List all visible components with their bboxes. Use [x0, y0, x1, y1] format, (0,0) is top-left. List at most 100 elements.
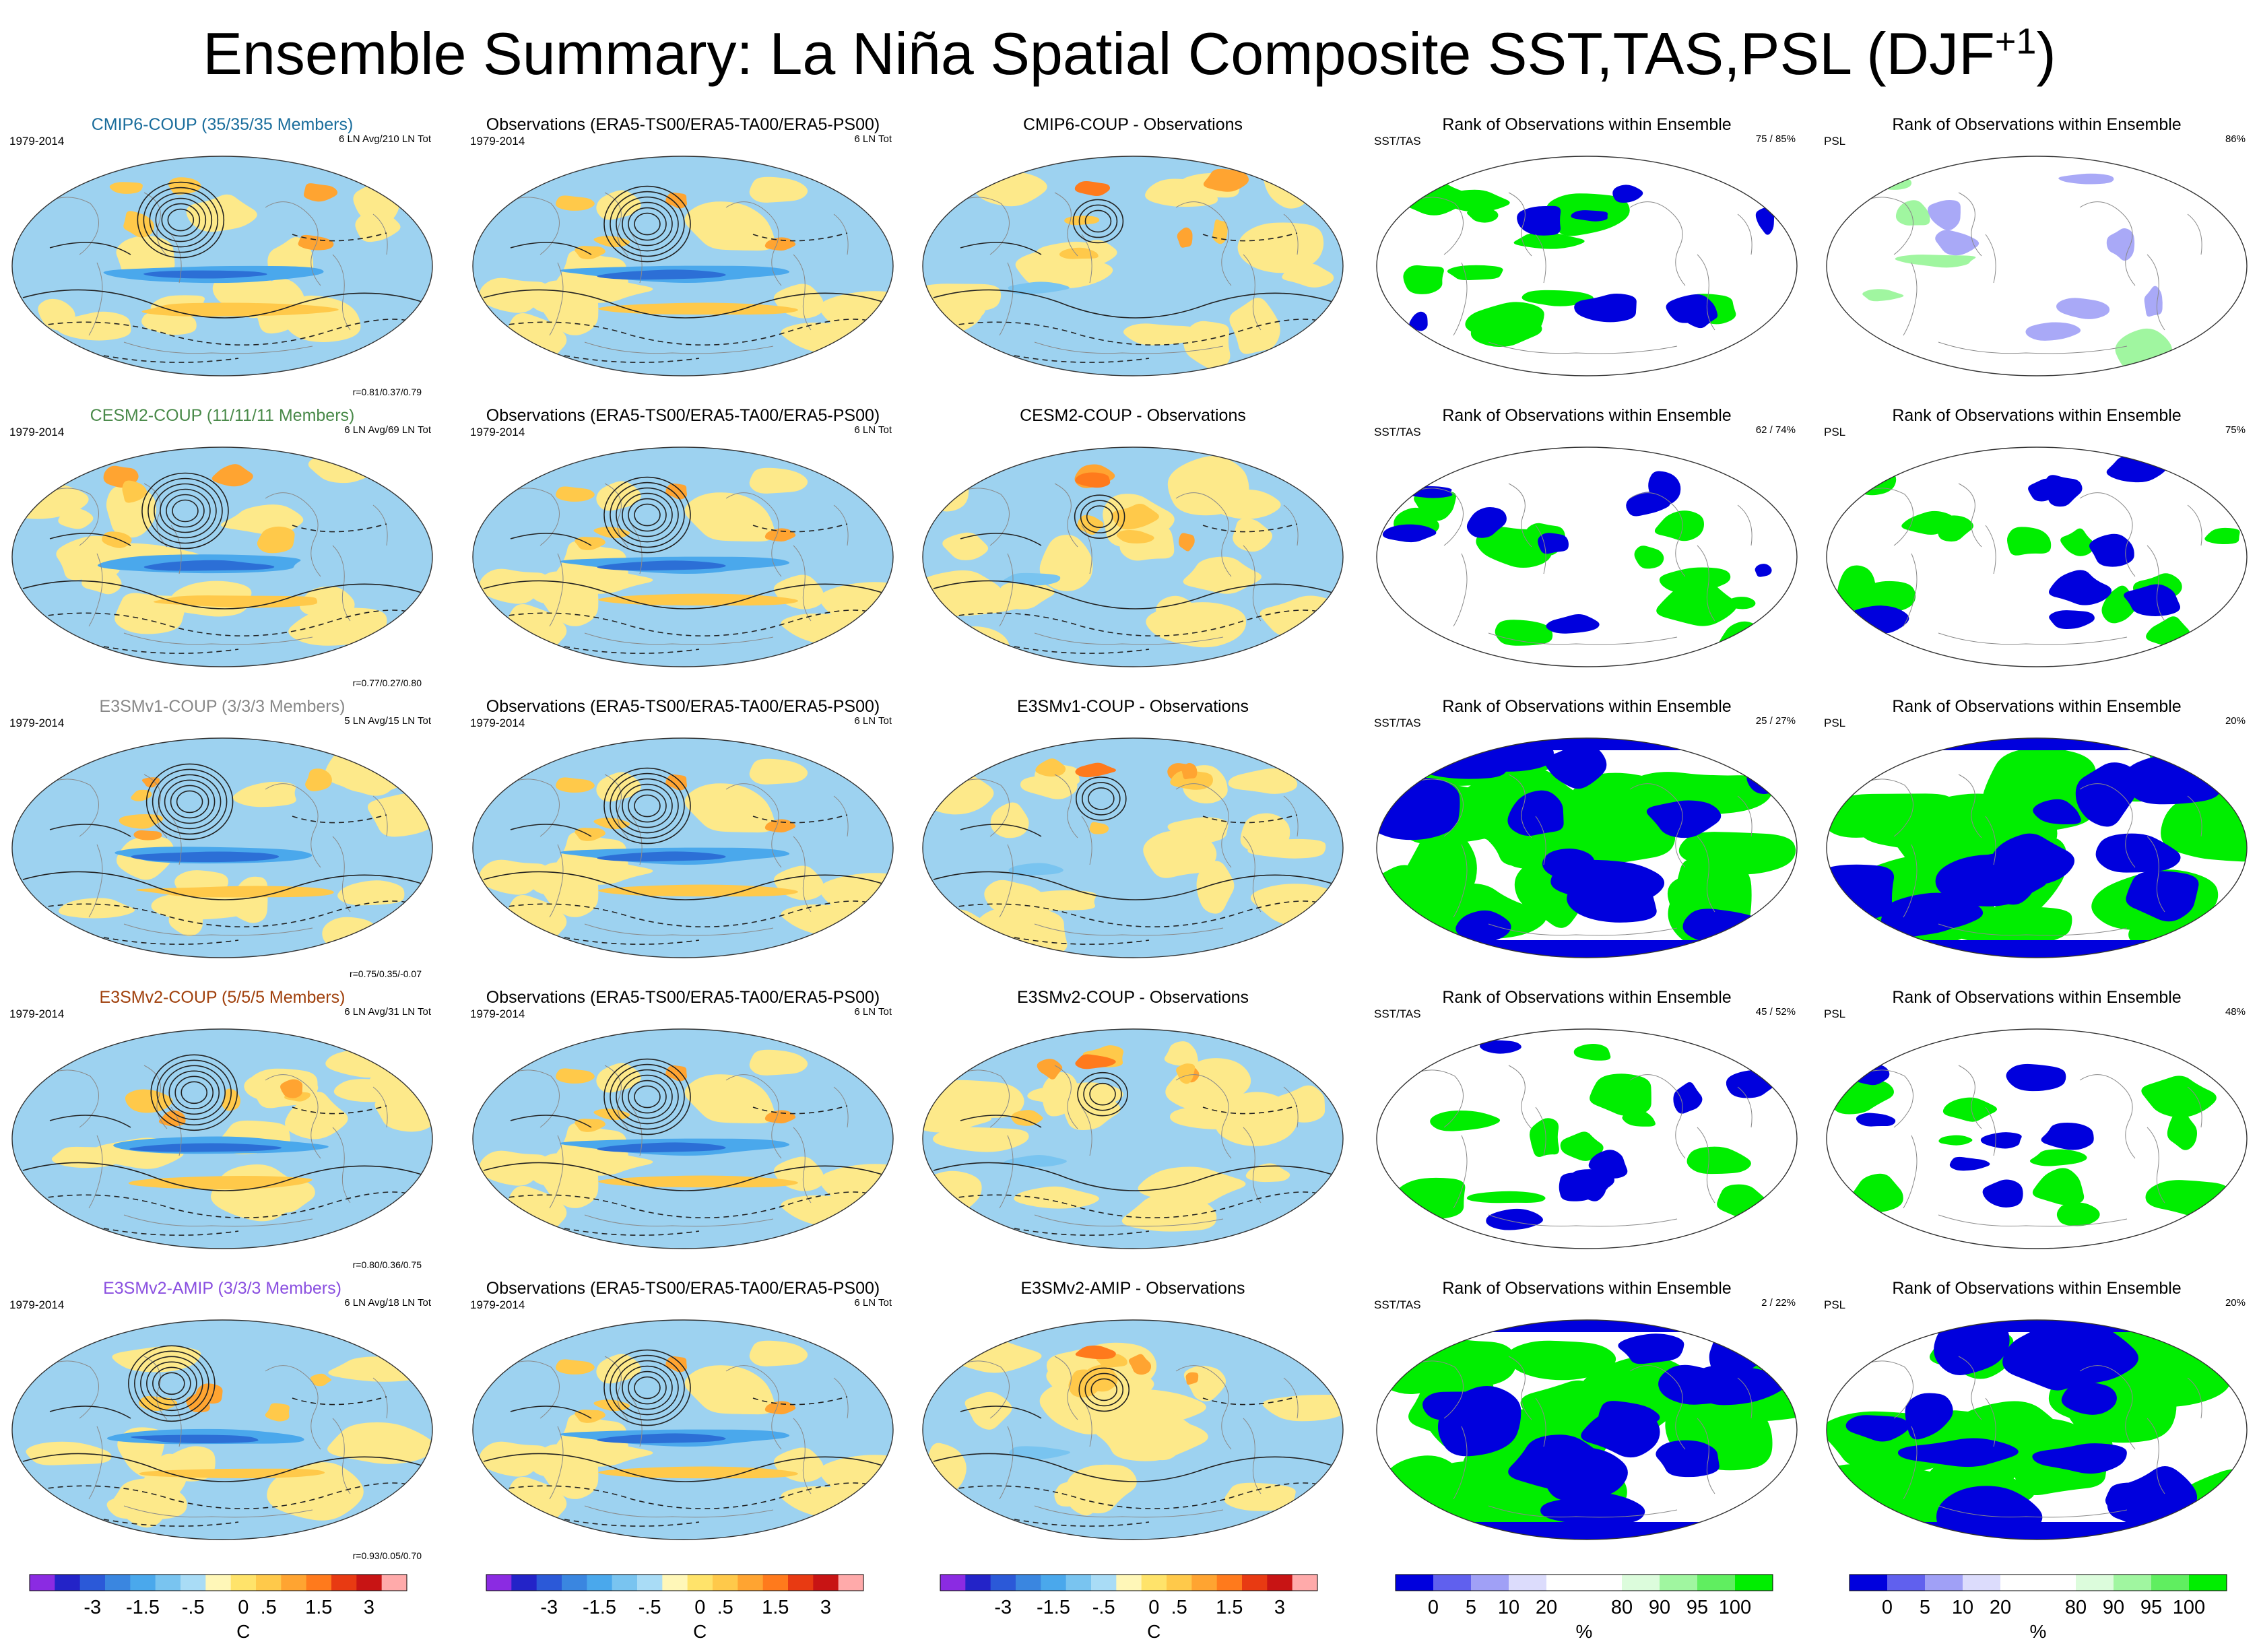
rank-low-region: [1856, 1113, 1896, 1127]
psl-contour: [154, 483, 217, 539]
map-field: [1377, 447, 1797, 667]
correlation-label: r=0.93/0.05/0.70: [352, 1550, 422, 1561]
rank-map: [1374, 1026, 1800, 1251]
coastline: [631, 816, 643, 865]
colorbar-swatch: [181, 1575, 206, 1591]
warm-anomaly: [374, 1092, 432, 1132]
coastline: [332, 836, 351, 913]
coastline: [2147, 1127, 2165, 1203]
colorbar-swatch: [1396, 1575, 1434, 1591]
rank-high-region: [1560, 1131, 1604, 1161]
coastline: [143, 1356, 168, 1420]
psl-contour: [148, 477, 223, 544]
rank-high-region: [2178, 1038, 2247, 1059]
colorbar-tick-label: -1.5: [583, 1597, 616, 1618]
psl-contour: [603, 476, 691, 554]
rank-low-region: [1455, 910, 1511, 942]
period-label: 1979-2014: [9, 1007, 65, 1020]
coastline: [265, 783, 321, 868]
warm-anomaly: [1181, 763, 1198, 780]
warm-anomaly: [749, 1049, 808, 1076]
coastline: [1034, 341, 1224, 354]
warm-anomaly: [222, 1088, 241, 1111]
coastline: [1453, 1135, 1468, 1209]
count-label: 6 LN Avg/69 LN Tot: [344, 424, 431, 436]
colorbar-tick-label: -.5: [639, 1597, 661, 1618]
psl-contour: [483, 580, 883, 609]
warm-anomaly: [141, 302, 339, 317]
psl-contour: [933, 580, 1333, 609]
psl-contour: [940, 900, 1325, 928]
rank-high-region: [1573, 810, 1676, 864]
colorbar-tick-label: 0: [1148, 1597, 1159, 1618]
coastline: [1697, 1418, 1715, 1494]
warm-anomaly: [106, 485, 157, 538]
rank-high-region: [1530, 1118, 1559, 1157]
warm-anomaly: [554, 568, 653, 594]
coastline: [1414, 1069, 1464, 1128]
rank-low-region: [2033, 799, 2081, 824]
coastline: [1985, 1106, 1996, 1156]
rank-low-region: [1646, 800, 1722, 838]
map-field: [473, 156, 893, 376]
colorbar-frame: [486, 1574, 864, 1591]
panel-title: Rank of Observations within Ensemble: [1892, 988, 2182, 1007]
warm-anomaly: [56, 535, 122, 581]
count-label: 5 LN Avg/15 LN Tot: [344, 715, 431, 727]
warm-anomaly: [598, 884, 798, 897]
coastline: [510, 197, 560, 255]
sst-anomaly-map: [9, 1026, 435, 1251]
psl-contour: [960, 242, 1042, 255]
title-end: ): [2036, 20, 2056, 87]
rank-high-region: [1678, 832, 1796, 875]
colorbar-swatch: [1167, 1575, 1192, 1591]
warm-anomaly: [1143, 830, 1217, 878]
rank-psl-panel: Rank of Observations within Ensemble PSL…: [1814, 114, 2259, 397]
psl-contour: [940, 609, 1325, 637]
coastline: [332, 545, 351, 622]
warm-anomaly: [1233, 518, 1273, 552]
colorbar-swatch: [1735, 1575, 1773, 1591]
psl-contour: [628, 498, 667, 532]
rank-high-region: [2141, 1076, 2217, 1118]
warm-anomaly: [1116, 529, 1154, 543]
coastline: [960, 1069, 1010, 1128]
psl-contour: [510, 1406, 592, 1419]
psl-contour: [634, 1376, 661, 1399]
coastline: [631, 1106, 643, 1156]
map-border: [922, 156, 1344, 376]
rank-colorbar: 0 5 10 20 80 90 95 100%: [1849, 1574, 2240, 1649]
colorbar-unit: C: [693, 1621, 707, 1642]
rank-high-region: [1441, 189, 1510, 212]
coastline: [549, 1426, 564, 1500]
warm-anomaly: [984, 880, 1047, 919]
colorbar-swatch: [940, 1575, 966, 1591]
psl-contour: [160, 488, 211, 533]
map-border: [922, 1028, 1344, 1249]
colorbar-tick-label: 1.5: [762, 1597, 789, 1618]
rank-high-region: [1827, 793, 1953, 838]
coastline: [1243, 254, 1262, 331]
warm-anomaly: [1014, 1186, 1099, 1209]
psl-contour: [940, 1482, 1325, 1510]
count-label: 6 LN Tot: [854, 1006, 892, 1018]
rank-high-region: [1862, 289, 1904, 302]
coastline: [372, 1086, 388, 1128]
map-canvas: [11, 1319, 433, 1540]
variable-label: SST/TAS: [1374, 717, 1421, 729]
coastline: [2147, 1418, 2165, 1494]
colorbar-swatch: [2114, 1575, 2152, 1591]
psl-contour: [490, 319, 875, 346]
coastline: [1958, 483, 1982, 548]
colorbar-tick-label: .5: [717, 1597, 733, 1618]
coastline: [1629, 783, 1686, 868]
psl-contour: [634, 794, 661, 818]
warm-anomaly: [232, 781, 296, 807]
coastline: [793, 545, 812, 622]
rank-high-region: [2029, 1149, 2087, 1166]
panel-title: CMIP6-COUP - Observations: [1022, 115, 1243, 134]
difference-map: [920, 1026, 1346, 1251]
psl-contour: [610, 1354, 685, 1421]
warm-anomaly: [923, 459, 969, 512]
map-canvas: [472, 1028, 894, 1249]
